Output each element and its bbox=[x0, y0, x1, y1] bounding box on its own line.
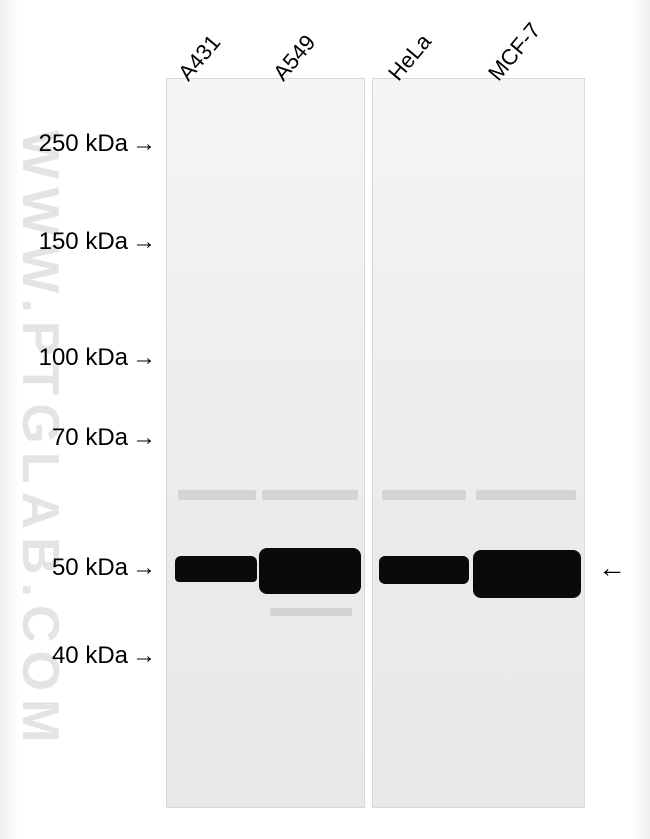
band-mcf7 bbox=[473, 550, 581, 598]
marker-40: 40 kDa→ bbox=[30, 642, 156, 670]
faint-band bbox=[476, 490, 576, 500]
marker-70: 70 kDa→ bbox=[30, 424, 156, 452]
marker-50: 50 kDa→ bbox=[30, 554, 156, 582]
marker-250: 250 kDa→ bbox=[16, 130, 156, 158]
faint-band bbox=[382, 490, 466, 500]
right-edge-shadow bbox=[632, 0, 650, 839]
marker-label-text: 150 kDa bbox=[39, 228, 128, 255]
faint-band bbox=[178, 490, 256, 500]
marker-label-text: 100 kDa bbox=[39, 344, 128, 371]
result-arrow-icon: ← bbox=[598, 552, 626, 584]
faint-band bbox=[262, 490, 358, 500]
marker-label-text: 50 kDa bbox=[52, 554, 128, 581]
marker-label-text: 250 kDa bbox=[39, 130, 128, 157]
marker-arrow-icon: → bbox=[132, 424, 156, 452]
band-hela bbox=[379, 556, 469, 584]
marker-100: 100 kDa→ bbox=[16, 344, 156, 372]
band-a549 bbox=[259, 548, 361, 594]
blot-panel-2 bbox=[372, 78, 585, 808]
western-blot-figure: { "figure": { "type": "western-blot", "w… bbox=[0, 0, 650, 839]
marker-arrow-icon: → bbox=[132, 642, 156, 670]
marker-arrow-icon: → bbox=[132, 228, 156, 256]
marker-150: 150 kDa→ bbox=[16, 228, 156, 256]
marker-label-text: 40 kDa bbox=[52, 642, 128, 669]
blot-panel-1 bbox=[166, 78, 365, 808]
faint-band bbox=[270, 608, 352, 616]
lane-label-mcf7: MCF-7 bbox=[483, 18, 546, 86]
marker-arrow-icon: → bbox=[132, 554, 156, 582]
marker-arrow-icon: → bbox=[132, 130, 156, 158]
left-edge-shadow bbox=[0, 0, 18, 839]
marker-arrow-icon: → bbox=[132, 344, 156, 372]
marker-label-text: 70 kDa bbox=[52, 424, 128, 451]
band-a431 bbox=[175, 556, 257, 582]
